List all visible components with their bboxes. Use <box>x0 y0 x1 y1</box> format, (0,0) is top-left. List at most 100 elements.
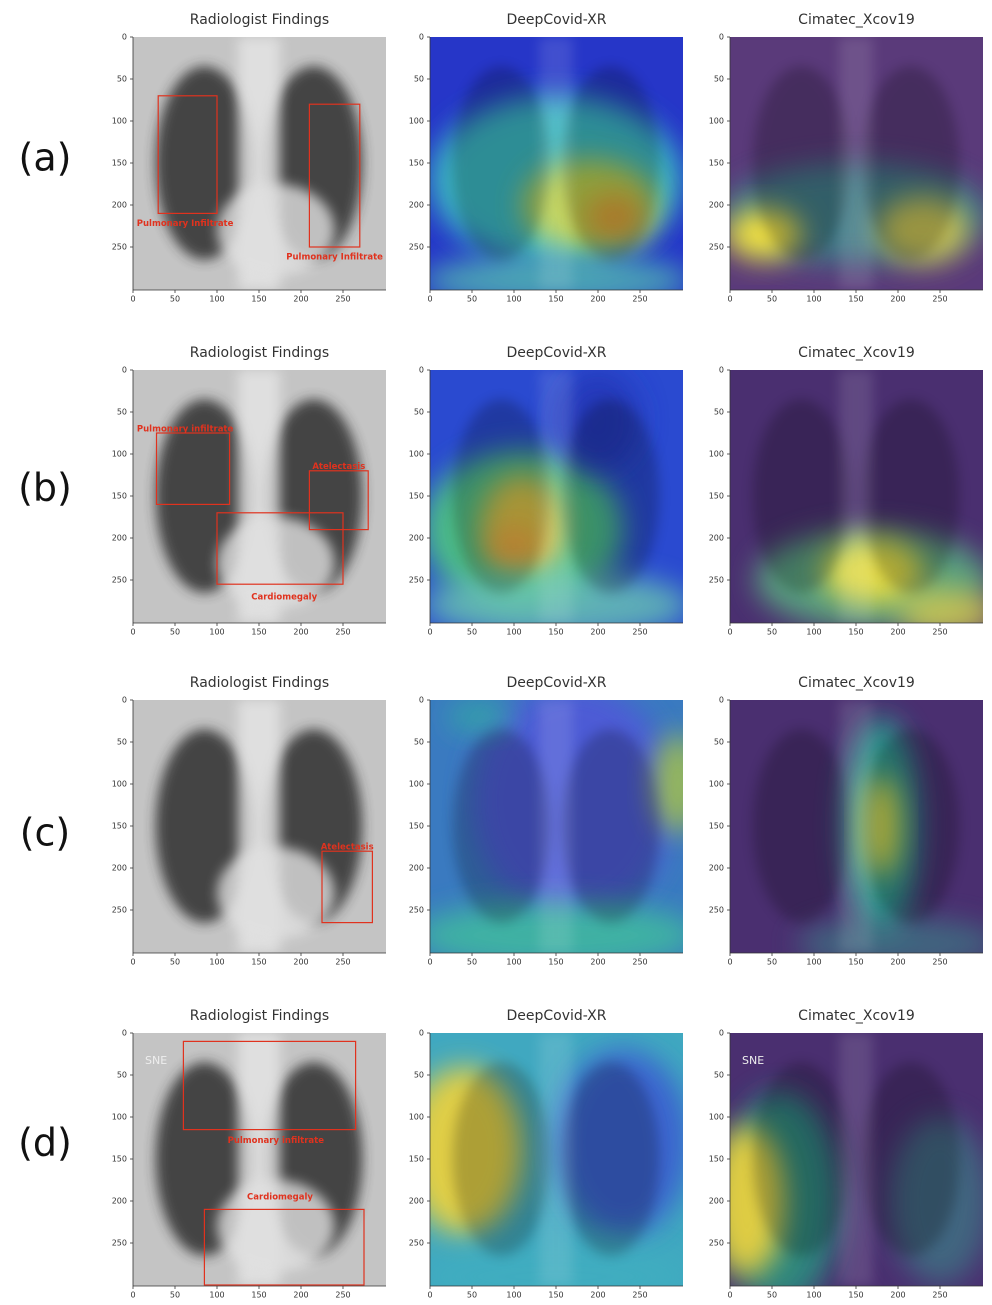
x-tick-label: 100 <box>806 958 821 967</box>
y-tick-label: 200 <box>409 201 424 210</box>
y-tick-label: 50 <box>414 738 424 747</box>
y-tick-label: 150 <box>112 822 127 831</box>
y-tick-label: 100 <box>112 780 127 789</box>
y-tick-label: 150 <box>709 159 724 168</box>
x-tick-label: 200 <box>293 1291 308 1300</box>
y-tick-label: 0 <box>719 1029 724 1038</box>
y-tick-label: 100 <box>709 780 724 789</box>
x-tick-label: 250 <box>335 628 350 637</box>
panel-title: Radiologist Findings <box>190 1008 329 1024</box>
annotation-label: Atelectasis <box>312 462 365 472</box>
lung-field <box>452 1062 551 1256</box>
panel: Radiologist Findings Atelectasis 0 0 50 50 100… <box>112 675 386 967</box>
lung-field <box>561 1062 660 1256</box>
panel-title: Radiologist Findings <box>190 345 329 361</box>
y-tick-label: 150 <box>709 822 724 831</box>
x-tick-label: 250 <box>932 628 947 637</box>
y-tick-label: 0 <box>122 366 127 375</box>
annotation-label: Cardiomegaly <box>247 1192 313 1202</box>
image: SNE <box>133 1033 386 1286</box>
lung-field <box>452 66 551 260</box>
panel: Radiologist Findings SNE Pulmonary infiltr… <box>112 1008 386 1300</box>
panel-title: Cimatec_Xcov19 <box>798 12 915 28</box>
x-tick-label: 100 <box>506 295 521 304</box>
lung-field <box>752 399 851 593</box>
image-text: SNE <box>145 1054 167 1067</box>
x-tick-label: 0 <box>727 628 732 637</box>
y-tick-label: 150 <box>709 492 724 501</box>
lung-field <box>561 729 660 923</box>
x-tick-label: 100 <box>209 1291 224 1300</box>
y-tick-label: 0 <box>419 1029 424 1038</box>
x-tick-label: 200 <box>890 295 905 304</box>
heart <box>216 1180 335 1273</box>
x-tick-label: 50 <box>467 958 477 967</box>
y-tick-label: 0 <box>419 33 424 42</box>
heat-spot <box>898 588 983 623</box>
annotation-label: Pulmonary Infiltrate <box>286 253 383 263</box>
x-tick-label: 200 <box>293 295 308 304</box>
x-tick-label: 100 <box>209 295 224 304</box>
lung-field <box>752 729 851 923</box>
x-tick-label: 50 <box>467 295 477 304</box>
x-tick-label: 0 <box>427 295 432 304</box>
x-tick-label: 100 <box>506 958 521 967</box>
lung-field <box>752 66 851 260</box>
annotation-box <box>203 1208 365 1286</box>
x-tick-label: 50 <box>767 1291 777 1300</box>
annotation-box <box>216 512 344 585</box>
panel-title: DeepCovid-XR <box>507 675 607 691</box>
x-tick-label: 0 <box>427 958 432 967</box>
y-tick-label: 50 <box>117 738 127 747</box>
panel-title: Radiologist Findings <box>190 12 329 28</box>
x-tick-label: 250 <box>932 1291 947 1300</box>
x-tick-label: 150 <box>251 295 266 304</box>
x-tick-label: 100 <box>806 628 821 637</box>
row-label: (d) <box>18 1121 72 1165</box>
x-tick-label: 150 <box>251 958 266 967</box>
y-tick-label: 200 <box>709 201 724 210</box>
x-tick-label: 250 <box>632 295 647 304</box>
y-tick-label: 100 <box>409 1113 424 1122</box>
x-tick-label: 50 <box>170 295 180 304</box>
x-tick-label: 250 <box>335 1291 350 1300</box>
image <box>730 37 983 290</box>
spine <box>539 1033 573 1286</box>
heat-spot <box>652 733 683 835</box>
image <box>730 370 983 623</box>
y-tick-label: 250 <box>409 906 424 915</box>
x-tick-label: 100 <box>209 628 224 637</box>
y-tick-label: 200 <box>409 1197 424 1206</box>
x-tick-label: 250 <box>932 295 947 304</box>
y-tick-label: 200 <box>709 1197 724 1206</box>
x-tick-label: 150 <box>548 958 563 967</box>
image-text: SNE <box>742 1054 764 1067</box>
heat-spot <box>446 700 514 734</box>
annotation-label: Cardiomegaly <box>251 592 317 602</box>
x-tick-label: 50 <box>767 958 777 967</box>
y-tick-label: 50 <box>714 738 724 747</box>
x-tick-label: 250 <box>335 958 350 967</box>
heart <box>216 184 335 277</box>
x-tick-label: 200 <box>590 628 605 637</box>
x-tick-label: 0 <box>130 628 135 637</box>
panel: Cimatec_Xcov19 SNE 0 0 50 50 100 100 150 150 200 20… <box>709 1008 983 1300</box>
y-tick-label: 250 <box>409 576 424 585</box>
spine <box>839 700 873 953</box>
x-tick-label: 50 <box>170 628 180 637</box>
annotation-box <box>155 432 231 506</box>
x-tick-label: 100 <box>506 1291 521 1300</box>
lung-field <box>752 1062 851 1256</box>
panel: Cimatec_Xcov19 0 0 50 50 100 100 150 150 200 200 25… <box>709 675 983 967</box>
y-tick-label: 100 <box>709 1113 724 1122</box>
x-tick-label: 0 <box>130 295 135 304</box>
x-tick-label: 0 <box>727 1291 732 1300</box>
x-tick-label: 200 <box>293 958 308 967</box>
y-tick-label: 100 <box>112 1113 127 1122</box>
panel: Radiologist Findings Pulmonary Infiltrate… <box>112 12 386 304</box>
lung-field <box>561 66 660 260</box>
panel-title: Cimatec_Xcov19 <box>798 675 915 691</box>
x-tick-label: 150 <box>848 628 863 637</box>
annotation-label: Pulmonary Infiltrate <box>137 219 234 229</box>
annotation-label: Pulmonary infiltrate <box>137 424 234 434</box>
